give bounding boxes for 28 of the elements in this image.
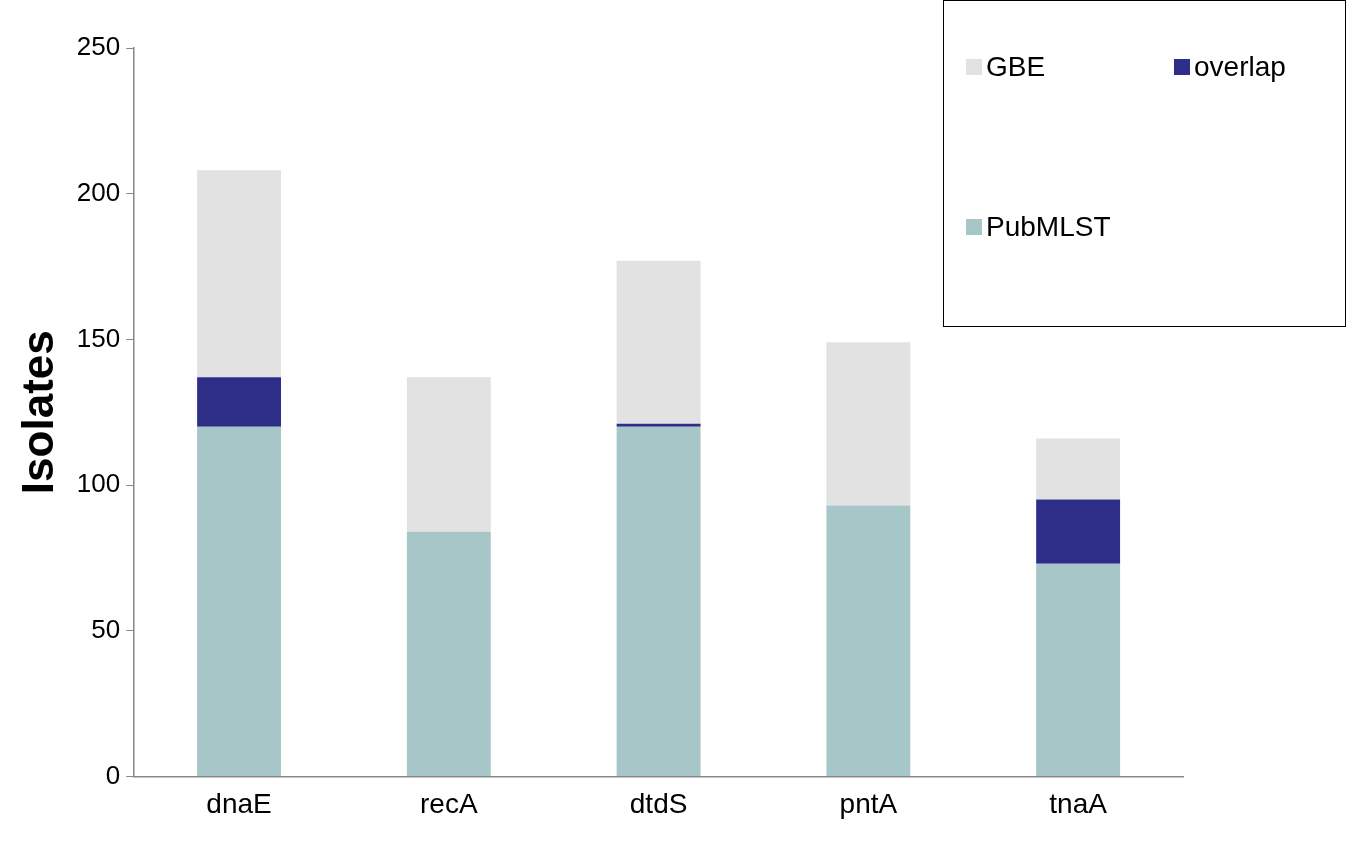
bar bbox=[1036, 438, 1121, 500]
bar bbox=[616, 260, 701, 424]
legend-label: PubMLST bbox=[986, 211, 1111, 243]
legend-label: GBE bbox=[986, 51, 1046, 83]
bar bbox=[616, 426, 701, 776]
bar bbox=[197, 170, 282, 378]
x-tick-label: recA bbox=[420, 787, 478, 819]
y-axis-title: Isolates bbox=[12, 330, 62, 495]
y-tick-label: 250 bbox=[76, 31, 121, 62]
x-tick-label: dtdS bbox=[629, 787, 688, 819]
legend-label: overlap bbox=[1194, 51, 1286, 83]
bar bbox=[616, 423, 701, 427]
bar bbox=[197, 377, 282, 427]
bar bbox=[1036, 499, 1121, 564]
y-tick-label: 150 bbox=[76, 322, 121, 353]
bar bbox=[406, 377, 491, 532]
y-tick-label: 0 bbox=[105, 759, 121, 790]
x-tick-label: pntA bbox=[839, 787, 898, 819]
x-tick-label: dnaE bbox=[206, 787, 272, 819]
y-tick-label: 50 bbox=[91, 613, 121, 644]
bar bbox=[826, 342, 911, 506]
y-tick-label: 200 bbox=[76, 176, 121, 207]
bar bbox=[197, 426, 282, 776]
y-tick-label: 100 bbox=[76, 468, 121, 499]
bar bbox=[1036, 563, 1121, 776]
bar bbox=[406, 531, 491, 776]
x-tick-label: tnaA bbox=[1049, 787, 1108, 819]
bar bbox=[826, 505, 911, 776]
